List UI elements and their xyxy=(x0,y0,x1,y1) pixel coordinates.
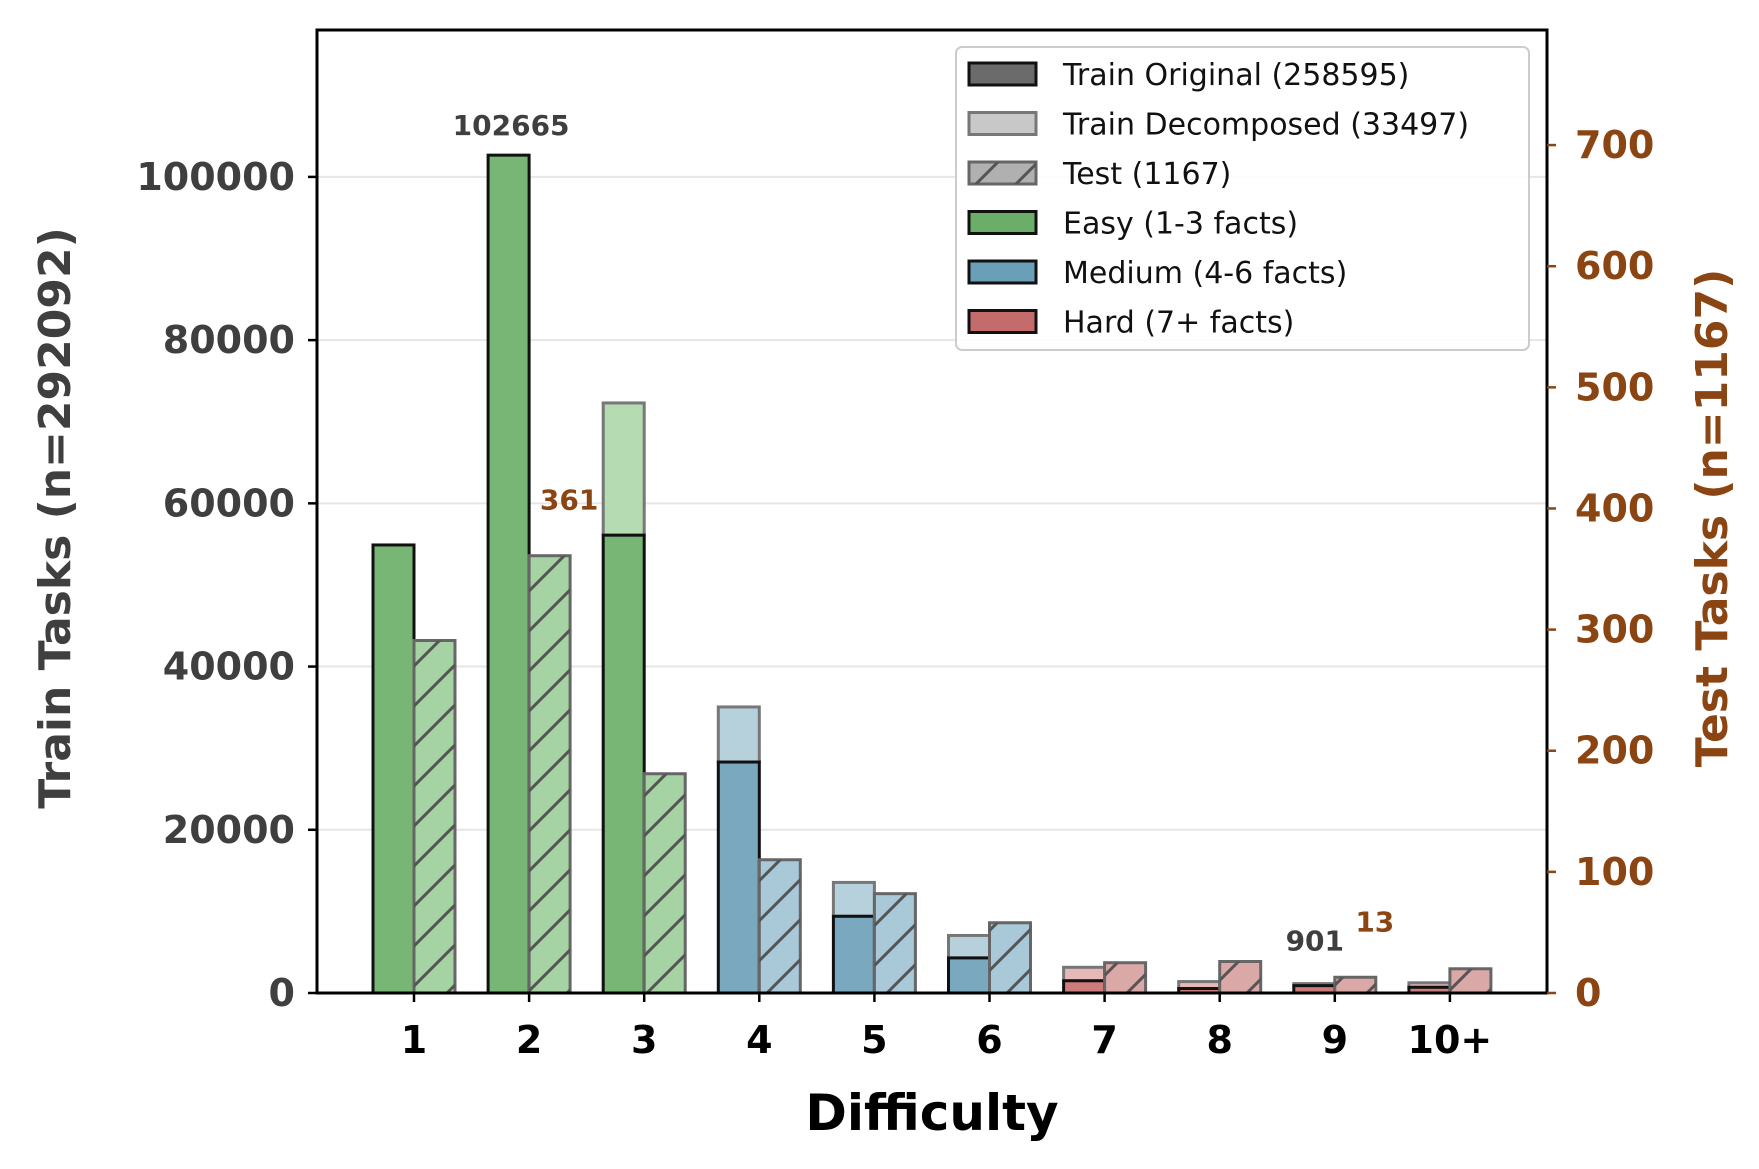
bar-train-decomposed xyxy=(1062,965,1107,983)
bar-test-hatch xyxy=(529,555,571,993)
bar-test-hatch xyxy=(1334,977,1376,993)
annotation-test-value: 13 xyxy=(1355,905,1394,938)
x-tick-label: 5 xyxy=(861,1018,887,1062)
legend-label: Train Original (258595) xyxy=(1062,58,1409,93)
legend-label: Medium (4-6 facts) xyxy=(1063,256,1347,291)
legend-swatch-train-decomposed xyxy=(967,111,1038,136)
x-axis-label: Difficulty xyxy=(805,1084,1058,1142)
x-tick-label: 2 xyxy=(516,1018,542,1062)
plot-frame xyxy=(315,28,1549,995)
x-tick-label: 7 xyxy=(1091,1018,1117,1062)
bar-train-original xyxy=(947,956,991,995)
bar-test-hatch xyxy=(1104,962,1146,993)
y-tick-label-left: 40000 xyxy=(163,645,295,689)
x-tick-label: 6 xyxy=(976,1018,1002,1062)
y-axis-label-right: Test Tasks (n=1167) xyxy=(1687,269,1738,767)
legend-swatch-train-original xyxy=(967,61,1038,87)
bar-train-original xyxy=(716,760,761,995)
y-tick-label-left: 20000 xyxy=(163,808,295,852)
y-tick-label-right: 300 xyxy=(1575,608,1654,652)
y-tick-label-left: 60000 xyxy=(163,481,295,525)
bar-test-hatch xyxy=(759,859,801,993)
legend-label: Easy (1-3 facts) xyxy=(1063,207,1298,242)
bar-train-original xyxy=(831,914,876,995)
y-axis-label-left: Train Tasks (n=292092) xyxy=(30,227,81,808)
bar-train-original xyxy=(486,153,531,995)
x-tick-label: 3 xyxy=(631,1018,657,1062)
legend-swatch-easy xyxy=(967,210,1038,235)
bar-test-hatch xyxy=(1219,961,1261,993)
x-tick-label: 9 xyxy=(1322,1018,1348,1062)
bar-train-decomposed xyxy=(601,401,646,537)
x-tick-label: 10+ xyxy=(1408,1018,1493,1062)
legend-label: Train Decomposed (33497) xyxy=(1062,108,1469,143)
legend-label: Hard (7+ facts) xyxy=(1063,306,1294,341)
annotation-train-value: 901 xyxy=(1286,924,1344,957)
bar-train-original xyxy=(371,543,416,995)
bar-train-original xyxy=(601,533,646,995)
y-tick-label-left: 0 xyxy=(269,971,295,1015)
y-tick-label-left: 80000 xyxy=(163,318,295,362)
bar-test-hatch xyxy=(989,922,1031,993)
bars xyxy=(371,153,1493,995)
legend-label: Test (1167) xyxy=(1062,157,1231,192)
y-tick-label-right: 200 xyxy=(1575,729,1654,773)
annotations: 102665 361 901 13 xyxy=(453,109,1395,957)
bar-test-hatch xyxy=(1449,968,1491,993)
y-tick-label-right: 700 xyxy=(1575,123,1654,167)
legend-swatch-hard xyxy=(967,309,1038,334)
y-tick-label-right: 500 xyxy=(1575,365,1654,409)
y-tick-label-right: 400 xyxy=(1575,486,1654,530)
legend-box xyxy=(955,46,1530,351)
legend-swatch-medium xyxy=(967,259,1038,285)
legend-hatch xyxy=(969,162,1036,184)
annotation-train-value: 102665 xyxy=(453,109,570,142)
y-tick-label-right: 100 xyxy=(1575,850,1654,894)
x-tick-label: 1 xyxy=(401,1018,427,1062)
annotation-test-value: 361 xyxy=(540,484,598,517)
x-tick-label: 4 xyxy=(746,1018,772,1062)
y-tick-label-left: 100000 xyxy=(136,155,295,199)
bar-test-hatch xyxy=(414,640,455,993)
y-tick-label-right: 600 xyxy=(1575,244,1654,288)
bar-train-decomposed xyxy=(831,880,876,918)
bar-train-original xyxy=(1062,979,1107,995)
legend: Train Original (258595) Train Decomposed … xyxy=(955,46,1530,351)
ticks: 0 20000 40000 60000 80000 100000 0 100 200 300 400… xyxy=(136,123,1654,1062)
y-tick-label-right: 0 xyxy=(1575,971,1601,1015)
x-tick-label: 8 xyxy=(1206,1018,1232,1062)
bar-test-hatch xyxy=(874,893,916,993)
bar-test-hatch xyxy=(644,773,686,993)
bar-train-decomposed xyxy=(716,705,761,764)
bar-train-decomposed xyxy=(947,933,991,960)
